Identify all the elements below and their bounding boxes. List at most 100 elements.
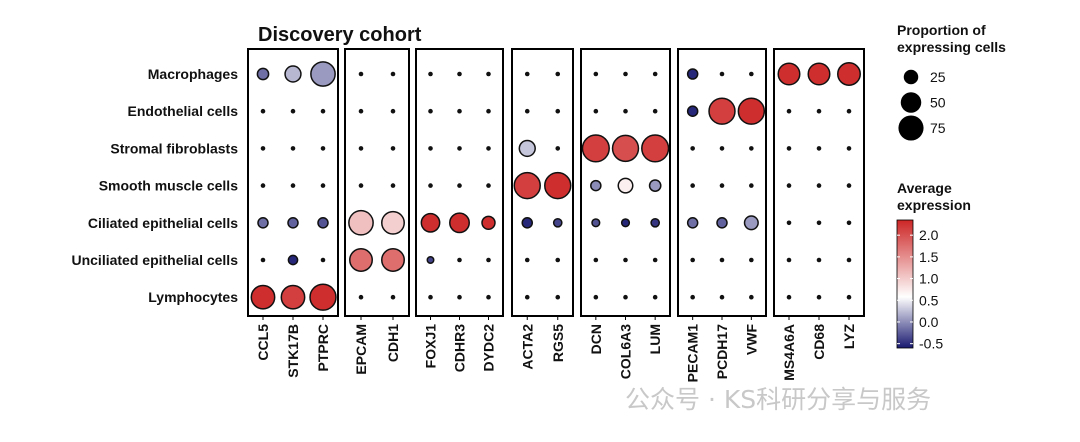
dot-smooth-muscle-cells-ccl5 (260, 183, 266, 188)
dot-endothelial-cells-vwf (737, 97, 766, 125)
col-label-dydc2: DYDC2 (481, 324, 497, 372)
dot-endothelial-cells-cdhr3 (457, 108, 462, 114)
dot-stromal-fibroblasts-dcn (581, 134, 610, 163)
dot-smooth-muscle-cells-cdhr3 (457, 183, 462, 188)
watermark-text: 公众号 · KS科研分享与服务 (625, 385, 931, 414)
dot-lymphocytes-pecam1 (690, 294, 695, 300)
dot-unciliated-epithelial-cells-ccl5 (260, 257, 266, 263)
dot-unciliated-epithelial-cells-ms4a6a (786, 257, 792, 263)
panel-frame (415, 48, 504, 317)
dot-smooth-muscle-cells-rgs5 (544, 171, 572, 200)
dot-stromal-fibroblasts-rgs5 (555, 146, 561, 151)
col-label-dcn: DCN (588, 324, 604, 354)
size-legend-label: 25 (930, 69, 946, 85)
size-legend-label: 75 (930, 120, 946, 136)
dot-ciliated-epithelial-cells-foxj1 (420, 212, 441, 233)
dot-endothelial-cells-dydc2 (486, 108, 491, 114)
dot-lymphocytes-dcn (593, 294, 599, 300)
dot-lymphocytes-rgs5 (555, 294, 561, 300)
row-labels: Macrophages Endothelial cells Stromal fibr… (71, 66, 238, 305)
dot-lymphocytes-acta2 (524, 294, 530, 300)
dot-unciliated-epithelial-cells-cdh1 (381, 248, 405, 272)
dot-ciliated-epithelial-cells-lyz (846, 220, 852, 226)
col-label-cdh1: CDH1 (385, 324, 401, 362)
dot-endothelial-cells-dcn (593, 108, 599, 114)
dot-smooth-muscle-cells-vwf (749, 183, 754, 188)
size-legend-title-line2: expressing cells (897, 39, 1006, 55)
dot-ciliated-epithelial-cells-dydc2 (481, 215, 496, 231)
row-label-endothelial-cells: Endothelial cells (128, 103, 239, 119)
dot-macrophages-lyz (837, 62, 861, 86)
row-label-unciliated-epithelial-cells: Unciliated epithelial cells (71, 252, 238, 268)
col-label-rgs5: RGS5 (550, 324, 566, 362)
dot-lymphocytes-epcam (358, 294, 364, 300)
dot-macrophages-cdh1 (390, 71, 396, 77)
dot-stromal-fibroblasts-cd68 (816, 146, 822, 151)
col-label-epcam: EPCAM (353, 324, 369, 375)
dot-lymphocytes-ms4a6a (786, 294, 792, 300)
col-label-cdhr3: CDHR3 (452, 324, 468, 372)
dot-macrophages-ptprc (310, 61, 336, 87)
col-label-acta2: ACTA2 (519, 324, 535, 370)
dot-macrophages-epcam (358, 71, 364, 77)
colorbar-tick-label: 1.5 (919, 249, 939, 265)
dot-unciliated-epithelial-cells-stk17b (287, 254, 299, 266)
dot-smooth-muscle-cells-dydc2 (486, 183, 491, 188)
dot-unciliated-epithelial-cells-rgs5 (555, 257, 561, 263)
row-label-ciliated-epithelial-cells: Ciliated epithelial cells (88, 215, 238, 231)
dot-macrophages-lum (652, 71, 658, 77)
col-label-pcdh17: PCDH17 (714, 324, 730, 379)
dot-ciliated-epithelial-cells-cd68 (816, 220, 822, 226)
dot-unciliated-epithelial-cells-dydc2 (486, 257, 491, 263)
row-label-lymphocytes: Lymphocytes (148, 289, 238, 305)
dot-lymphocytes-col6a3 (623, 294, 628, 300)
dot-macrophages-foxj1 (428, 71, 433, 77)
dot-smooth-muscle-cells-acta2 (513, 171, 541, 200)
dot-lymphocytes-ccl5 (250, 284, 276, 310)
colorbar-tick-label: 2.0 (919, 227, 939, 243)
dot-lymphocytes-foxj1 (428, 294, 433, 300)
dot-endothelial-cells-rgs5 (555, 108, 561, 114)
color-legend: Average expression 2.0 1.5 1.0 0.5 0.0 -0.5 (896, 180, 971, 352)
dot-smooth-muscle-cells-lyz (846, 183, 852, 188)
dot-smooth-muscle-cells-epcam (358, 183, 364, 188)
size-legend: Proportion of expressing cells 25 50 75 (897, 22, 1006, 141)
dot-macrophages-ms4a6a (777, 62, 801, 86)
dot-ciliated-epithelial-cells-epcam (348, 209, 374, 236)
col-label-cd68: CD68 (811, 324, 827, 360)
dot-ciliated-epithelial-cells-pecam1 (686, 217, 699, 229)
panel-frame (677, 48, 767, 317)
dot-endothelial-cells-lyz (846, 108, 852, 114)
dot-stromal-fibroblasts-acta2 (518, 139, 536, 158)
dot-ciliated-epithelial-cells-ms4a6a (786, 220, 792, 226)
dot-stromal-fibroblasts-lyz (846, 146, 852, 151)
col-label-vwf: VWF (743, 324, 759, 356)
dot-stromal-fibroblasts-dydc2 (486, 146, 491, 151)
dot-ciliated-epithelial-cells-lum (650, 217, 661, 228)
dot-lymphocytes-vwf (749, 294, 754, 300)
col-label-ms4a6a: MS4A6A (781, 324, 797, 381)
column-labels: CCL5 STK17B PTPRC EPCAM CDH1 FOXJ1 CDHR3 DYDC2 A… (255, 324, 857, 383)
col-label-foxj1: FOXJ1 (423, 324, 439, 369)
dot-unciliated-epithelial-cells-cd68 (816, 257, 822, 263)
dot-stromal-fibroblasts-cdhr3 (457, 146, 462, 151)
col-label-ccl5: CCL5 (255, 324, 271, 361)
dot-unciliated-epithelial-cells-lum (652, 257, 658, 263)
panels-layer (247, 48, 865, 320)
size-legend-label: 50 (930, 95, 946, 111)
dot-stromal-fibroblasts-pcdh17 (719, 146, 725, 151)
dots-layer (250, 61, 861, 311)
dot-lymphocytes-ptprc (309, 283, 337, 311)
dot-unciliated-epithelial-cells-acta2 (524, 257, 530, 263)
col-label-ptprc: PTPRC (315, 324, 331, 371)
dot-macrophages-pecam1 (686, 68, 699, 80)
col-label-stk17b: STK17B (285, 324, 301, 378)
dot-endothelial-cells-ccl5 (260, 108, 266, 114)
dot-lymphocytes-dydc2 (486, 294, 491, 300)
dot-stromal-fibroblasts-vwf (749, 146, 754, 151)
dot-macrophages-ccl5 (256, 67, 270, 81)
dot-ciliated-epithelial-cells-stk17b (287, 217, 299, 229)
size-legend-dot (898, 115, 924, 141)
dot-ciliated-epithelial-cells-acta2 (521, 217, 534, 229)
dot-endothelial-cells-ms4a6a (786, 108, 792, 114)
